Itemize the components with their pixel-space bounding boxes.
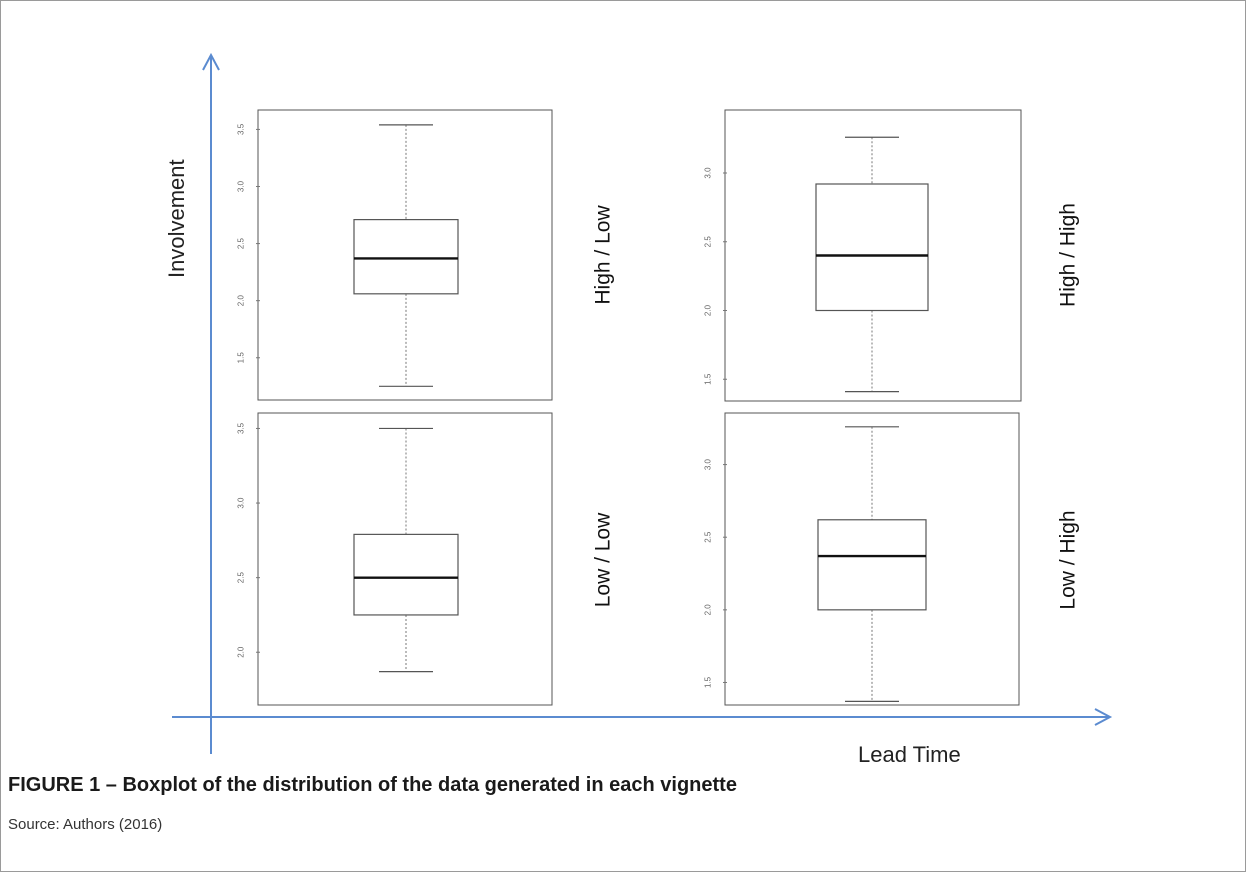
vignette-label: High / High xyxy=(1057,203,1080,307)
vignette-label: High / Low xyxy=(592,205,615,305)
vignette-label: Low / Low xyxy=(592,512,615,607)
y-tick-label: 1.5 xyxy=(237,352,246,364)
y-tick-label: 3.0 xyxy=(704,458,713,470)
y-tick-label: 3.5 xyxy=(237,422,246,434)
iqr-box xyxy=(353,219,459,295)
iqr-box xyxy=(353,533,459,616)
boxplot-panel-bottom-right: 1.5 2.0 2.5 3.0 Low / High xyxy=(704,412,1080,706)
x-axis-label: Lead Time xyxy=(858,742,961,767)
y-axis-arrowhead xyxy=(202,52,220,71)
iqr-box xyxy=(815,183,929,312)
y-tick-label: 3.0 xyxy=(237,497,246,509)
y-tick-label: 2.0 xyxy=(237,646,246,658)
boxplot-panel-top-left: 1.5 2.0 2.5 3.0 3.5 High / Low xyxy=(237,109,615,401)
figure-source: Source: Authors (2016) xyxy=(8,816,163,833)
y-tick-label: 3.0 xyxy=(704,167,713,179)
x-axis-arrowhead xyxy=(1094,708,1113,726)
y-tick-label: 2.0 xyxy=(237,295,246,307)
vignette-label: Low / High xyxy=(1057,510,1080,609)
y-tick-label: 1.5 xyxy=(704,373,713,385)
y-tick-label: 2.0 xyxy=(704,604,713,616)
y-tick-label: 2.5 xyxy=(237,237,246,249)
y-tick-label: 3.0 xyxy=(237,180,246,192)
figure-canvas: Involvement Lead Time 1.5 2.0 2.5 3.0 3.5 Hig… xyxy=(164,52,1113,767)
y-tick-label: 2.5 xyxy=(704,236,713,248)
boxplot-panel-top-right: 1.5 2.0 2.5 3.0 High / High xyxy=(704,109,1080,402)
iqr-box xyxy=(817,519,927,611)
y-tick-label: 2.5 xyxy=(704,531,713,543)
y-axis-label: Involvement xyxy=(164,159,189,278)
figure-caption: FIGURE 1 – Boxplot of the distribution o… xyxy=(8,774,737,796)
boxplot-panels: 1.5 2.0 2.5 3.0 3.5 High / Low 1.5 2.0 2.5 3.0 Hig… xyxy=(237,109,1080,706)
boxplot-panel-bottom-left: 2.0 2.5 3.0 3.5 Low / Low xyxy=(237,412,615,706)
y-tick-label: 1.5 xyxy=(704,676,713,688)
y-tick-label: 3.5 xyxy=(237,123,246,135)
y-tick-label: 2.5 xyxy=(237,572,246,584)
y-tick-label: 2.0 xyxy=(704,304,713,316)
